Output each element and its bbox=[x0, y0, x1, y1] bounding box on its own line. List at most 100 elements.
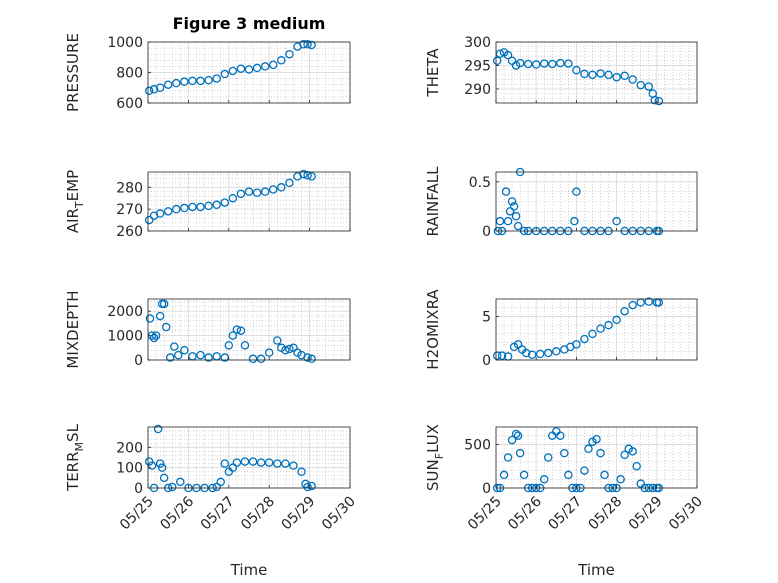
subplot-terr-msl: 0 100 200 TERRMSL 05/25 05/26 05/27 05/28 05/29 0… bbox=[64, 423, 359, 579]
plot-area bbox=[148, 172, 350, 231]
data-point bbox=[620, 71, 629, 81]
data-point bbox=[570, 216, 579, 226]
data-point bbox=[548, 59, 557, 69]
y-tick-label: 280 bbox=[116, 180, 143, 196]
data-point bbox=[552, 347, 561, 356]
y-tick-label: 0 bbox=[482, 353, 491, 369]
data-point bbox=[299, 169, 308, 179]
data-point bbox=[580, 69, 589, 79]
data-point bbox=[244, 65, 254, 74]
series-pressure bbox=[144, 40, 316, 96]
data-point bbox=[212, 200, 221, 210]
data-point bbox=[252, 188, 262, 198]
data-point bbox=[256, 354, 266, 364]
axes-box bbox=[147, 171, 351, 232]
data-point bbox=[501, 187, 511, 196]
y-tick-label: 1000 bbox=[107, 329, 143, 345]
data-point bbox=[303, 482, 312, 492]
x-axis-label: Time bbox=[577, 561, 615, 579]
y-tick-label: 800 bbox=[116, 66, 143, 82]
data-point bbox=[232, 458, 242, 467]
data-point bbox=[216, 477, 225, 487]
data-point bbox=[220, 459, 230, 468]
data-point bbox=[307, 481, 316, 491]
data-point bbox=[596, 448, 605, 458]
y-axis-label: SUNFLUX bbox=[424, 424, 446, 491]
x-axis-label: Time bbox=[230, 561, 268, 579]
data-point bbox=[492, 56, 502, 66]
data-point bbox=[632, 461, 641, 471]
data-point bbox=[155, 83, 165, 93]
data-point bbox=[149, 85, 159, 94]
data-point bbox=[588, 329, 597, 339]
data-point bbox=[620, 306, 629, 316]
y-tick-label: 0.5 bbox=[469, 175, 491, 191]
y-tick-label: 290 bbox=[464, 82, 491, 98]
y-tick-label: 500 bbox=[464, 437, 491, 453]
data-point bbox=[172, 204, 181, 214]
data-point bbox=[236, 326, 246, 335]
data-point bbox=[281, 459, 290, 468]
plot-area bbox=[148, 427, 350, 488]
data-point bbox=[604, 70, 613, 80]
data-point bbox=[572, 65, 581, 75]
data-point bbox=[307, 40, 316, 50]
data-point bbox=[155, 209, 165, 218]
y-axis-label: THETA bbox=[424, 48, 442, 98]
x-tick-label: 05/26 bbox=[505, 493, 545, 533]
data-point bbox=[628, 300, 637, 310]
data-point bbox=[220, 198, 230, 207]
y-tick-label: 295 bbox=[464, 58, 491, 74]
data-point bbox=[513, 340, 523, 349]
data-point bbox=[592, 434, 601, 444]
data-point bbox=[612, 216, 621, 226]
data-point bbox=[612, 315, 621, 325]
data-point bbox=[307, 172, 316, 181]
x-tick-label: 05/25 bbox=[465, 494, 505, 534]
data-point bbox=[513, 431, 523, 440]
plot-area bbox=[496, 427, 697, 488]
x-tick-label: 05/27 bbox=[545, 494, 585, 534]
data-point bbox=[170, 342, 179, 351]
data-point bbox=[248, 457, 258, 466]
data-point bbox=[539, 475, 549, 484]
data-point bbox=[297, 467, 306, 476]
data-point bbox=[604, 320, 613, 330]
data-point bbox=[612, 72, 621, 82]
data-point bbox=[636, 80, 645, 90]
data-point bbox=[572, 340, 581, 349]
data-point bbox=[564, 470, 573, 480]
data-point bbox=[303, 353, 312, 362]
data-point bbox=[212, 482, 221, 492]
data-point bbox=[174, 350, 183, 360]
subplot-pressure: 600 800 1000 PRESSURE bbox=[64, 33, 351, 112]
series-mixdepth bbox=[145, 299, 316, 364]
data-point bbox=[260, 62, 270, 71]
data-point bbox=[228, 66, 238, 76]
data-point bbox=[503, 216, 513, 226]
x-tick-label: 05/26 bbox=[157, 493, 197, 533]
data-point bbox=[596, 69, 605, 78]
data-point bbox=[580, 334, 589, 344]
data-point bbox=[531, 60, 541, 69]
data-point bbox=[165, 353, 175, 362]
data-point bbox=[513, 221, 523, 231]
data-point bbox=[273, 459, 282, 468]
subplot-h2omixra: 0 5 H2OMIXRA bbox=[424, 289, 698, 370]
data-point bbox=[544, 453, 553, 462]
data-point bbox=[204, 353, 213, 362]
data-point bbox=[509, 202, 519, 211]
data-point bbox=[240, 341, 250, 350]
data-point bbox=[495, 216, 505, 226]
data-point bbox=[232, 325, 242, 334]
series-terr-msl bbox=[144, 424, 316, 493]
y-tick-label: 0 bbox=[134, 481, 143, 497]
x-tick-label: 05/28 bbox=[238, 494, 278, 534]
data-point bbox=[539, 59, 549, 68]
data-point bbox=[515, 58, 525, 68]
data-point bbox=[161, 322, 171, 332]
data-point bbox=[654, 96, 664, 106]
data-point bbox=[155, 459, 165, 468]
data-point bbox=[212, 74, 221, 83]
data-point bbox=[268, 60, 278, 70]
